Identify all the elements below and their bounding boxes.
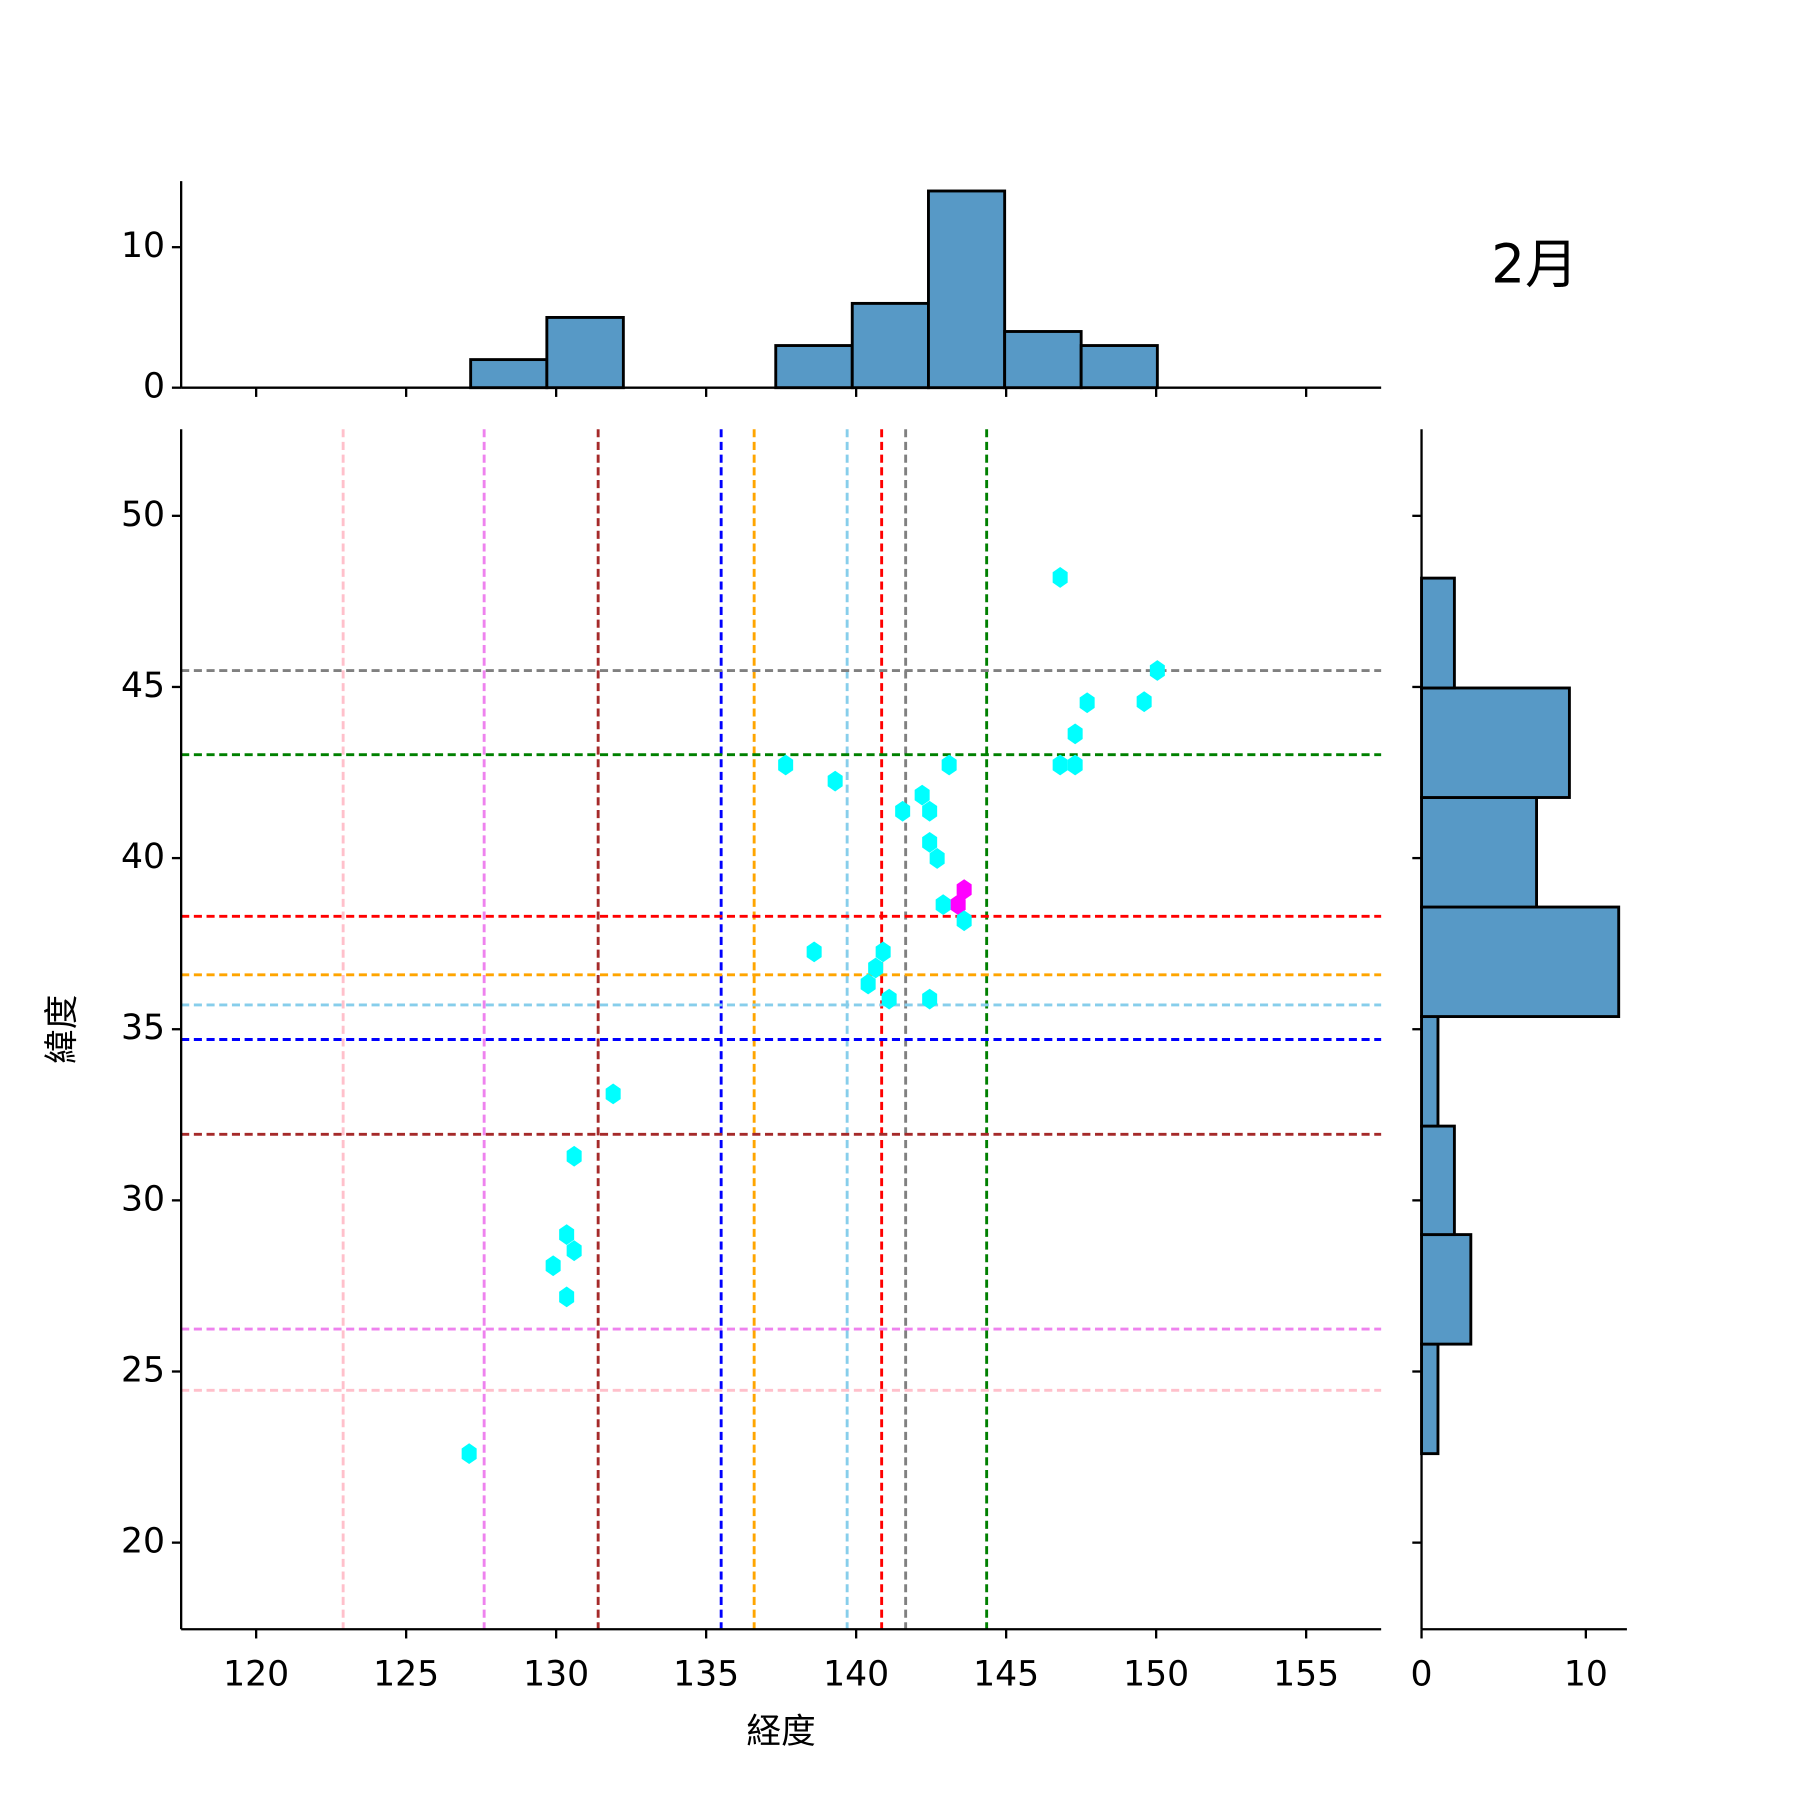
hexbin-cell: [566, 1145, 582, 1167]
x-axis-label: 経度: [747, 1712, 816, 1752]
histogram-bar: [1420, 1015, 1440, 1128]
hexbin-cell: [1149, 660, 1165, 681]
y-tick-label: 20: [121, 1522, 165, 1562]
hexbin-cell: [881, 988, 897, 1010]
hexbin-cell: [806, 941, 822, 963]
y-axis-label: 緯度: [42, 995, 82, 1064]
chart-title: 2月: [1491, 233, 1578, 295]
y-tick-label: 25: [121, 1351, 165, 1391]
y-tick-label: 30: [121, 1179, 165, 1219]
hexbin-cell: [956, 910, 972, 932]
histogram-bar: [774, 344, 854, 390]
histogram-bar: [1420, 796, 1538, 909]
hexbin-cell: [1079, 692, 1095, 714]
hexbin-cell: [914, 784, 930, 806]
hexbin-cell: [922, 800, 938, 822]
histogram-bar: [1420, 905, 1621, 1019]
hexbin-cell: [566, 1240, 582, 1262]
hexbin-cell: [545, 1255, 561, 1277]
hexbin-cell: [922, 831, 938, 853]
histogram-bar: [1420, 1233, 1473, 1346]
hexbin-cell: [827, 770, 843, 792]
x-tick-label: 155: [1273, 1654, 1339, 1694]
x-tick-label: 150: [1123, 1654, 1189, 1694]
hexbin-cell: [868, 957, 884, 979]
hexbin-cell: [956, 879, 972, 900]
x-tick-label: 125: [373, 1654, 439, 1694]
x-tick-label: 140: [823, 1654, 889, 1694]
histogram-bar: [927, 189, 1007, 390]
histogram-bar: [1420, 686, 1571, 799]
hexbin-cell: [461, 1443, 477, 1465]
hexbin-cell: [895, 800, 911, 822]
y-tick-label: 50: [121, 495, 165, 535]
x-tick-label: 120: [223, 1654, 289, 1694]
hexbin-cell: [941, 754, 957, 776]
hexbin-cell: [935, 894, 951, 916]
x-tick-label: 130: [523, 1654, 589, 1694]
y-tick-label: 40: [121, 837, 165, 877]
y-tick-label: 35: [121, 1008, 165, 1048]
hexbin-cell: [922, 988, 938, 1010]
histogram-bar: [1079, 344, 1159, 390]
y-tick-label: 45: [121, 666, 165, 706]
hexbin-cell: [1052, 754, 1068, 776]
hexbin-cell: [778, 754, 794, 776]
x-tick-label: 135: [673, 1654, 739, 1694]
top-hist-y-tick-label: 10: [121, 226, 165, 266]
hexbin-cell: [1136, 691, 1152, 713]
hexbin-cell: [559, 1286, 575, 1308]
hexbin-cell: [875, 941, 891, 963]
histogram-bar: [1003, 330, 1083, 390]
hexbin-cell: [860, 973, 876, 995]
x-tick-label: 145: [973, 1654, 1039, 1694]
histogram-bar: [1420, 576, 1456, 690]
hexbin-cell: [1067, 754, 1083, 776]
right-hist-x-tick-label: 0: [1411, 1654, 1433, 1694]
histogram-bar: [850, 301, 930, 390]
right-hist-x-tick-label: 10: [1564, 1654, 1608, 1694]
hexbin-cell: [605, 1083, 621, 1105]
hexbin-cell: [929, 848, 945, 869]
histogram-bar: [469, 358, 549, 390]
hexbin-cell: [950, 894, 966, 916]
histogram-bar: [1420, 1124, 1456, 1237]
histogram-bar: [1420, 1342, 1440, 1456]
top-hist-y-tick-label: 0: [143, 367, 165, 407]
hexbin-cell: [559, 1224, 575, 1245]
hexbin-cell: [1067, 723, 1083, 745]
histogram-bar: [545, 315, 625, 390]
hexbin-cell: [1052, 567, 1068, 588]
